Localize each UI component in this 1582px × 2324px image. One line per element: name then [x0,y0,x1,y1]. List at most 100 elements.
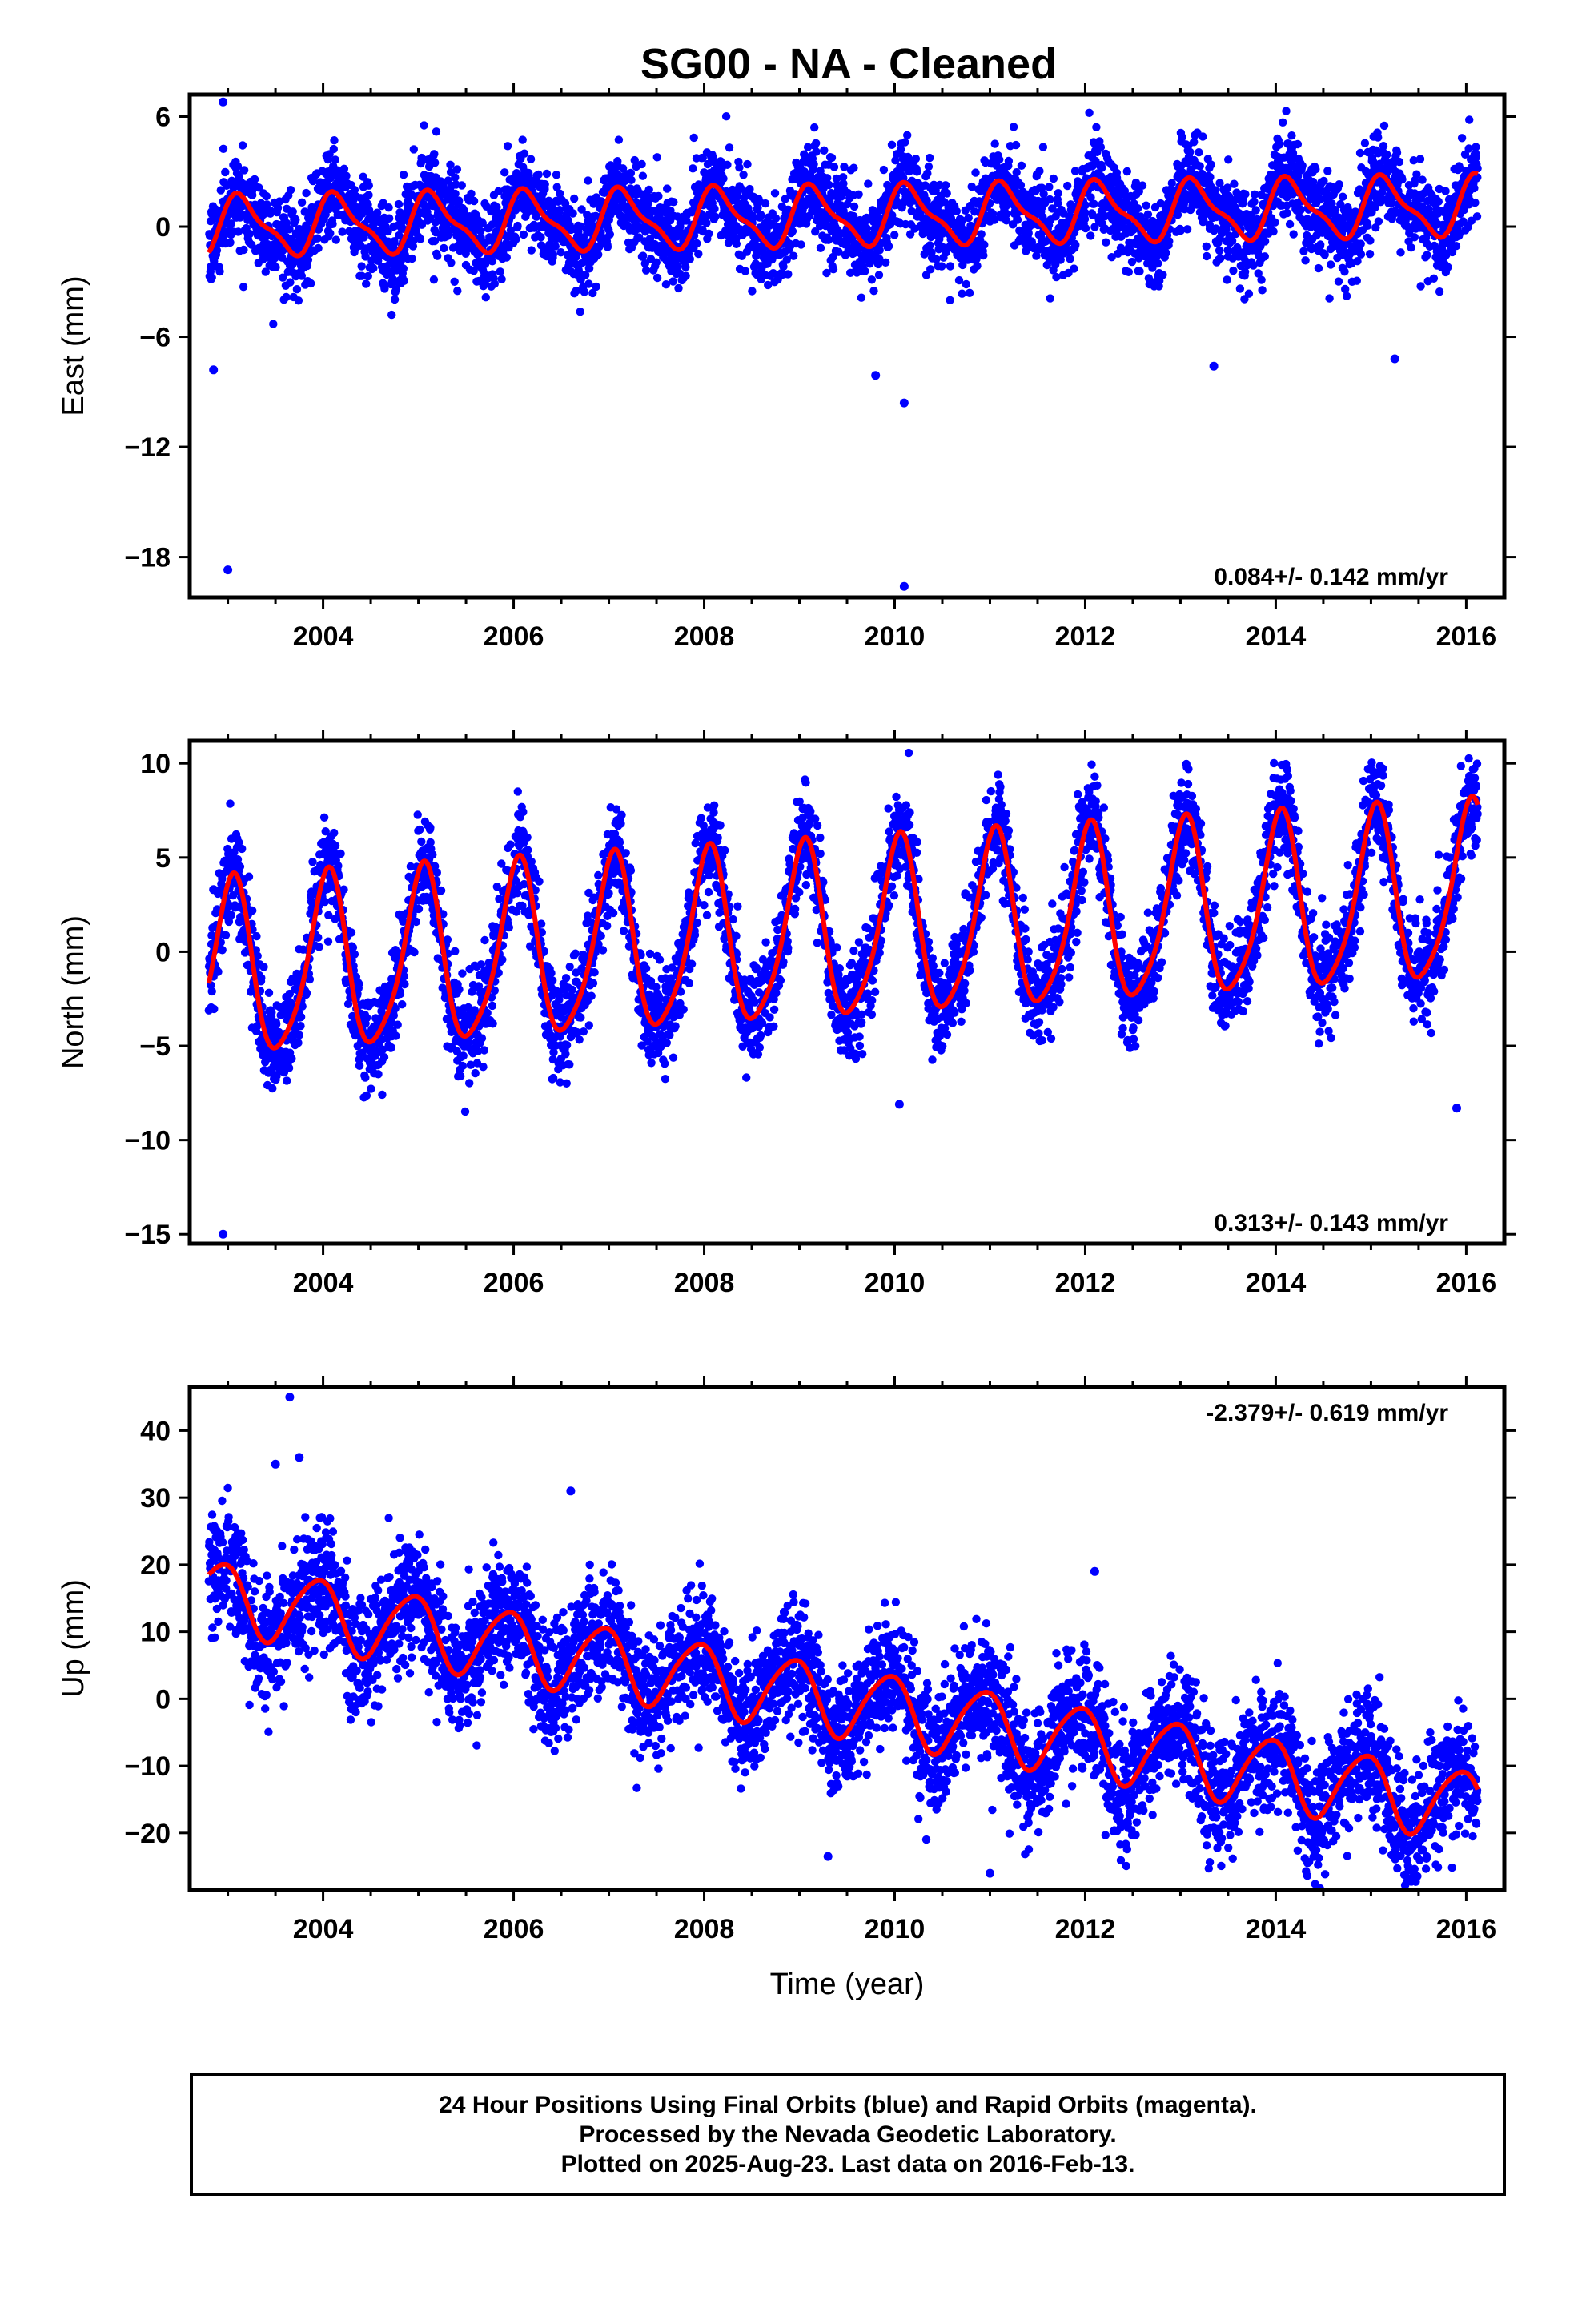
east-data-point [719,174,728,183]
east-data-point [396,257,405,266]
east-data-point [788,227,797,235]
east-data-point [823,174,832,183]
east-data-point [288,207,297,216]
north-data-point [226,799,235,808]
north-data-point [287,1054,296,1063]
east-data-point [469,267,478,275]
east-data-point [652,153,661,162]
east-data-point [941,181,950,190]
east-data-point [1002,209,1011,219]
east-data-point [536,233,545,242]
east-data-point [1251,206,1260,215]
east-data-point [862,224,871,233]
east-data-point [907,207,916,215]
east-data-point [481,293,490,302]
east-data-point [548,251,557,259]
east-data-point [693,239,701,248]
north-data-point [264,988,274,998]
east-data-point [339,164,349,173]
east-data-point [1379,142,1388,151]
north-data-point [227,911,235,919]
east-data-point [725,143,734,152]
east-data-point [1452,242,1461,251]
east-data-point [1203,251,1211,261]
east-data-point [884,242,893,251]
east-data-point [967,182,976,191]
east-data-point [271,263,280,271]
east-data-point [215,267,224,276]
east-data-point [292,285,302,294]
east-data-point [1167,179,1177,187]
east-data-point [764,280,773,290]
east-data-point [825,180,833,190]
east-data-point [887,140,897,149]
east-data-point [1182,225,1192,234]
east-data-point [1316,240,1325,249]
east-y-axis-label: East (mm) [57,275,90,416]
east-data-point [911,155,921,163]
east-data-point [430,150,439,159]
east-data-point [1340,267,1349,276]
east-data-point [500,168,509,177]
east-data-point [329,144,338,154]
east-data-point [935,180,944,190]
north-data-point [252,931,261,941]
east-data-point [1199,132,1207,141]
east-data-point [1235,284,1245,293]
east-data-point [556,248,565,257]
east-data-point [357,262,366,271]
east-data-point [1032,251,1041,260]
east-data-point [1035,167,1044,175]
east-data-point [1143,210,1153,219]
east-outlier-point [1209,361,1219,371]
east-data-point [451,189,460,199]
east-x-tick-label: 2004 [293,621,354,652]
east-data-point [1443,263,1452,271]
east-data-point [627,175,636,184]
east-data-point [384,203,393,212]
east-data-point [1013,215,1022,224]
east-data-point [1416,282,1425,291]
east-data-point [1206,172,1215,182]
east-data-point [1142,201,1150,210]
north-data-point [257,973,266,983]
east-data-point [1434,197,1443,206]
east-data-point [784,270,793,279]
east-data-point [399,171,408,179]
east-data-point [576,308,584,316]
east-data-point [962,279,971,289]
east-data-point [540,179,549,189]
east-data-point [594,250,603,259]
east-data-point [1293,139,1303,149]
east-data-point [1244,289,1254,298]
east-data-point [1383,150,1391,159]
east-data-point [864,179,873,188]
east-data-point [971,168,980,177]
east-data-point [954,275,964,285]
east-data-point [409,145,418,154]
east-data-point [387,310,396,320]
east-data-point [922,196,931,205]
east-data-point [640,259,649,268]
east-data-point [1435,287,1444,296]
east-data-point [542,169,552,179]
east-data-point [1216,254,1225,263]
east-y-tick-label: 6 [155,103,171,133]
east-data-point [965,288,974,297]
east-data-point [328,219,337,228]
east-data-point [618,164,628,173]
east-data-point [286,186,295,195]
east-data-point [364,181,373,190]
east-data-point [551,242,560,251]
east-data-point [431,159,440,167]
east-data-point [743,159,752,169]
east-data-point [1410,233,1419,242]
east-data-point [513,221,522,231]
east-data-point [1063,181,1072,191]
east-data-point [811,227,820,236]
east-data-point [1314,263,1323,273]
east-data-point [1102,238,1110,247]
east-data-point [518,135,527,144]
east-data-point [269,320,278,328]
east-data-point [924,162,934,171]
